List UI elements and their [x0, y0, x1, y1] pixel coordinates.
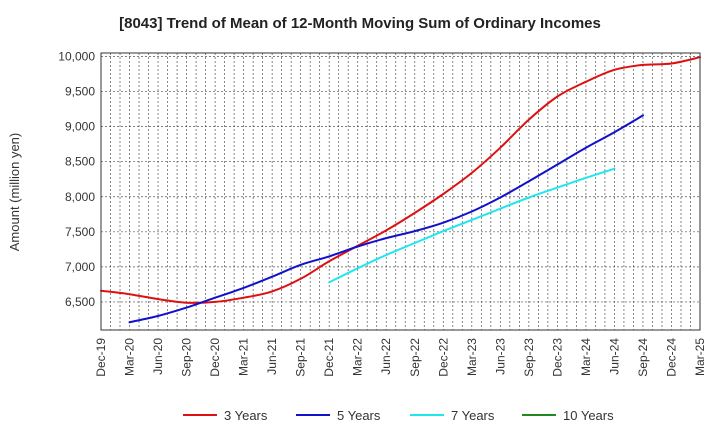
legend-label: 5 Years	[337, 408, 381, 423]
legend-label: 7 Years	[451, 408, 495, 423]
legend-label: 3 Years	[224, 408, 268, 423]
x-tick-label: Jun-21	[265, 338, 279, 375]
x-tick-label: Mar-20	[123, 338, 137, 376]
series-line-5-years	[128, 114, 644, 324]
x-tick-label: Mar-24	[579, 338, 593, 376]
x-tick-label: Dec-21	[322, 338, 336, 377]
x-tick-label: Dec-23	[550, 338, 564, 377]
y-tick-label: 10,000	[58, 50, 95, 64]
x-tick-label: Mar-21	[237, 338, 251, 376]
y-tick-label: 9,500	[65, 85, 95, 99]
x-tick-label: Sep-23	[522, 338, 536, 377]
y-tick-label: 7,500	[65, 225, 95, 239]
y-tick-label: 6,500	[65, 295, 95, 309]
y-tick-label: 8,000	[65, 190, 95, 204]
y-axis-ticks: 6,500 7,000 7,500 8,000 8,500 9,000 9,500 10,00…	[58, 50, 95, 309]
x-tick-label: Mar-25	[693, 338, 707, 376]
y-tick-label: 7,000	[65, 260, 95, 274]
series-line-7-years	[328, 167, 616, 284]
y-axis-label: Amount (million yen)	[7, 133, 22, 252]
plot-frame	[100, 52, 701, 331]
x-tick-label: Jun-20	[151, 338, 165, 375]
grid	[100, 53, 701, 330]
x-tick-label: Dec-24	[664, 338, 678, 377]
x-tick-label: Sep-21	[294, 338, 308, 377]
legend: 3 Years 5 Years 7 Years 10 Years	[183, 408, 614, 423]
x-tick-label: Sep-22	[408, 338, 422, 377]
x-tick-label: Sep-20	[180, 338, 194, 377]
x-tick-label: Jun-24	[607, 338, 621, 375]
x-tick-label: Dec-22	[436, 338, 450, 377]
y-tick-label: 9,000	[65, 120, 95, 134]
x-tick-label: Mar-22	[351, 338, 365, 376]
series-layer	[100, 56, 701, 324]
x-tick-label: Jun-23	[493, 338, 507, 375]
x-tick-label: Mar-23	[465, 338, 479, 376]
chart-title: [8043] Trend of Mean of 12-Month Moving …	[119, 15, 601, 32]
y-tick-label: 8,500	[65, 155, 95, 169]
legend-label: 10 Years	[563, 408, 614, 423]
x-tick-label: Jun-22	[379, 338, 393, 375]
series-line-3-years	[100, 56, 701, 304]
x-tick-label: Dec-20	[208, 338, 222, 377]
x-tick-label: Dec-19	[94, 338, 108, 377]
x-axis-ticks: Dec-19 Mar-20 Jun-20 Sep-20 Dec-20 Mar-21 Jun-…	[94, 338, 707, 377]
x-tick-label: Sep-24	[636, 338, 650, 377]
